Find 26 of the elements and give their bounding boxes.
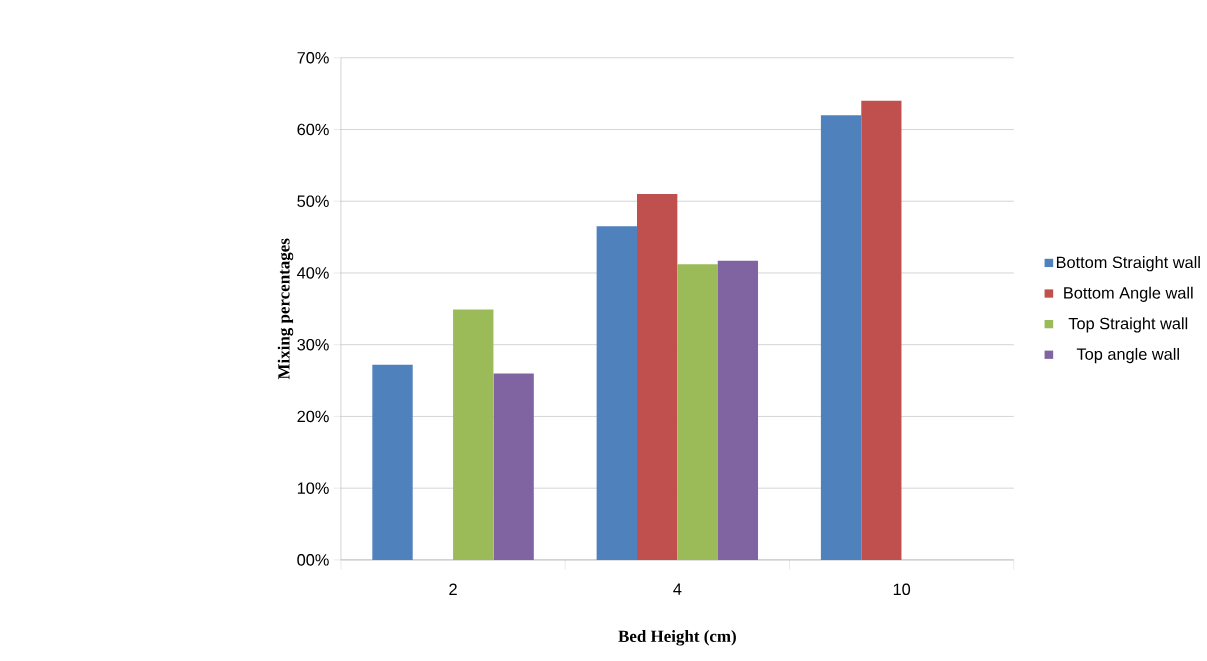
y-tick-label: 70% xyxy=(297,51,329,64)
x-tick-label: 2 xyxy=(449,583,457,595)
y-axis-title: Mixing percentages xyxy=(277,238,294,380)
bar xyxy=(677,264,718,560)
y-tick-label: 40% xyxy=(297,267,329,279)
bar xyxy=(820,115,862,560)
bar xyxy=(717,260,759,560)
y-tick-label: 00% xyxy=(297,554,329,566)
y-tick-label: 20% xyxy=(297,410,329,423)
y-tick-label: 10% xyxy=(297,482,329,494)
x-axis-title: Bed Height (cm) xyxy=(618,630,736,646)
bar xyxy=(453,309,494,560)
bar xyxy=(636,194,678,560)
x-tick-label: 10 xyxy=(893,583,911,596)
y-tick-label: 30% xyxy=(297,338,329,351)
bar xyxy=(372,364,413,560)
y-tick-label: 50% xyxy=(297,195,329,207)
bar xyxy=(493,373,534,560)
x-tick-label: 4 xyxy=(673,583,682,595)
legend-label: Bottom Angle wall xyxy=(1064,286,1193,302)
legend-label: Bottom Straight wall xyxy=(1056,256,1200,272)
y-tick-label: 60% xyxy=(297,123,329,136)
legend-label: Top angle wall xyxy=(1076,347,1179,364)
bar xyxy=(596,226,637,560)
legend-label: Top Straight wall xyxy=(1068,317,1188,333)
bar xyxy=(861,100,902,560)
